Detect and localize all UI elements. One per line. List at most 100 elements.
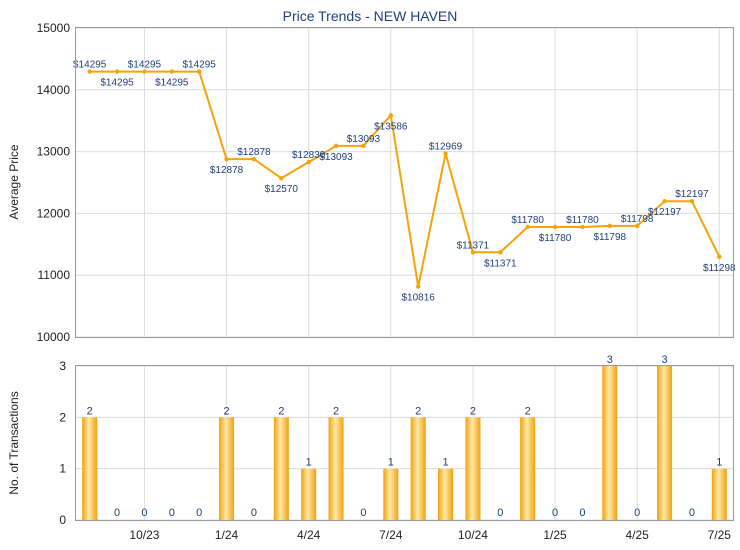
transaction-count-label: 0	[251, 507, 257, 519]
transaction-count-label: 0	[552, 507, 558, 519]
price-point	[607, 223, 613, 229]
transaction-count-label: 0	[497, 507, 503, 519]
x-tick-label: 4/25	[626, 528, 650, 542]
price-point-label: $14295	[155, 78, 189, 89]
price-point-label: $11371	[457, 240, 490, 251]
transaction-count-label: 0	[169, 507, 175, 519]
transaction-count-label: 0	[634, 507, 640, 519]
price-point-label: $12878	[210, 165, 244, 176]
price-point-label: $14295	[73, 60, 107, 71]
price-tick-label: 11000	[38, 268, 71, 282]
price-point-label: $14295	[128, 60, 162, 71]
chart-title: Price Trends - NEW HAVEN	[283, 8, 458, 24]
price-point-label: $11780	[566, 215, 599, 226]
price-point-label: $10816	[402, 293, 436, 304]
transaction-bar	[219, 417, 235, 520]
price-point	[196, 69, 202, 74]
transaction-count-label: 2	[224, 405, 230, 417]
price-point	[717, 254, 722, 259]
price-tick-label: 15000	[37, 21, 71, 35]
price-point	[251, 156, 257, 162]
price-line	[89, 70, 721, 287]
price-tick-label: 14000	[37, 83, 71, 97]
x-tick-label: 1/25	[543, 528, 567, 542]
axes: Average Price No. of Transactions 100001…	[7, 21, 734, 542]
transactions-tick-label: 2	[59, 410, 66, 424]
transaction-bar	[602, 366, 618, 520]
transaction-count-label: 2	[415, 405, 421, 417]
price-point-label: $11798	[593, 232, 626, 243]
transaction-bar	[410, 417, 426, 520]
price-point-label: $14295	[100, 78, 134, 89]
transaction-count-label: 1	[443, 457, 449, 469]
price-point-label: $12969	[429, 142, 463, 153]
transaction-count-label: 0	[114, 507, 120, 519]
transaction-count-label: 3	[607, 354, 613, 366]
price-point	[361, 143, 366, 149]
price-point-label: $13586	[374, 121, 408, 132]
transaction-count-label: 1	[306, 457, 312, 469]
transaction-count-label: 3	[662, 354, 668, 366]
transactions-axis-title: No. of Transactions	[7, 391, 21, 494]
price-point	[306, 159, 311, 165]
x-tick-label: 10/23	[129, 528, 159, 542]
transaction-bar	[82, 417, 98, 520]
transactions-tick-label: 1	[59, 462, 66, 476]
price-point-label: $11780	[511, 215, 544, 226]
price-point-label: $14295	[183, 60, 217, 71]
transactions-tick-label: 3	[59, 359, 66, 373]
price-point	[114, 69, 120, 74]
transaction-count-label: 1	[716, 457, 722, 469]
price-point	[333, 143, 339, 149]
price-point-label: $11371	[484, 258, 517, 269]
x-tick-label: 10/24	[458, 528, 488, 542]
data-labels: 2 0 0 0 0 2 0 2 1 2 0 1 2 1 2 0 2 0 0 3 0 3 0 1 $14295 $14295 $142…	[73, 60, 736, 519]
transaction-count-label: 2	[333, 405, 339, 417]
price-axis-title: Average Price	[7, 144, 21, 219]
price-point	[443, 151, 448, 156]
transaction-bar	[520, 417, 536, 520]
price-point	[388, 113, 394, 118]
transaction-bar	[438, 468, 454, 520]
price-point	[552, 224, 558, 230]
grid-layer	[76, 27, 733, 521]
x-tick-label: 1/24	[215, 528, 239, 542]
price-point-label: $11798	[621, 214, 654, 225]
transaction-count-label: 2	[470, 405, 476, 417]
price-point	[580, 224, 585, 230]
price-point	[169, 69, 175, 74]
transaction-count-label: 0	[579, 507, 585, 519]
price-point	[662, 199, 667, 204]
price-point	[689, 199, 695, 204]
bar-series	[82, 366, 727, 520]
transaction-bar	[711, 468, 727, 520]
transaction-count-label: 0	[360, 507, 366, 519]
price-point-label: $13093	[319, 152, 353, 163]
transactions-plot-frame	[75, 365, 734, 521]
transaction-bar	[301, 468, 317, 520]
price-tick-label: 10000	[37, 330, 71, 344]
price-point	[142, 69, 147, 74]
transaction-bar	[465, 417, 481, 520]
transactions-tick-label: 0	[59, 513, 66, 527]
price-point	[470, 250, 476, 255]
price-point-label: $12197	[675, 189, 709, 200]
transaction-bar	[273, 417, 289, 520]
price-point-label: $13093	[347, 134, 381, 145]
price-point	[224, 156, 229, 162]
price-point-label: $12570	[265, 184, 299, 195]
line-series	[87, 69, 722, 289]
price-point-label: $12878	[237, 147, 271, 158]
price-tick-label: 13000	[37, 145, 71, 159]
price-point	[87, 69, 92, 74]
transaction-count-label: 0	[196, 507, 202, 519]
x-tick-label: 7/25	[708, 528, 732, 542]
transaction-count-label: 0	[689, 507, 695, 519]
price-point	[415, 284, 421, 289]
transaction-count-label: 2	[525, 405, 531, 417]
price-point-label: $11780	[539, 233, 572, 244]
transaction-bar	[383, 468, 399, 520]
price-tick-label: 12000	[37, 206, 71, 220]
transaction-count-label: 2	[278, 405, 284, 417]
